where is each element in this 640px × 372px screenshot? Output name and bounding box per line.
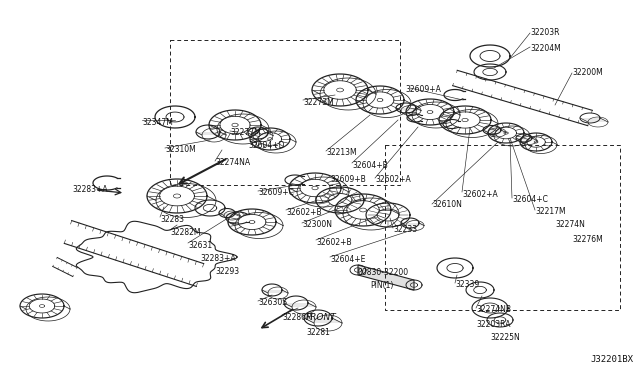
Text: 32283+A: 32283+A [72,185,108,194]
Text: 32225N: 32225N [490,333,520,342]
Text: 32602+A: 32602+A [375,175,411,184]
Text: 32203RA: 32203RA [476,320,511,329]
Text: 32273M: 32273M [303,98,333,107]
Text: 32282M: 32282M [170,228,200,237]
Text: 32213M: 32213M [326,148,356,157]
Text: 32281: 32281 [306,328,330,337]
Text: 32602+B: 32602+B [286,208,322,217]
Polygon shape [358,265,414,290]
Text: 32347M: 32347M [142,118,173,127]
Text: 32293: 32293 [215,267,239,276]
Text: 32203R: 32203R [530,28,559,37]
Text: 00830-32200: 00830-32200 [358,268,409,277]
Polygon shape [219,213,240,215]
Polygon shape [580,118,608,122]
Text: 32233: 32233 [393,225,417,234]
Polygon shape [196,132,226,135]
Text: 32602+B: 32602+B [316,238,351,247]
Text: 32276M: 32276M [572,235,603,244]
Text: 32609+A: 32609+A [405,85,441,94]
Text: 32604+C: 32604+C [512,195,548,204]
Polygon shape [262,290,288,293]
Text: 32609+B: 32609+B [330,175,365,184]
Text: 32286M: 32286M [282,313,312,322]
Text: 32283+A: 32283+A [200,254,236,263]
Text: 32631: 32631 [188,241,212,250]
Text: 32274NA: 32274NA [215,158,250,167]
Polygon shape [516,138,537,141]
Text: 32283: 32283 [160,215,184,224]
Text: 32630S: 32630S [258,298,287,307]
Text: 32217M: 32217M [535,207,566,216]
Text: 32277M: 32277M [230,128,260,137]
Text: 32300N: 32300N [302,220,332,229]
Text: 32609+C: 32609+C [258,188,294,197]
Polygon shape [248,133,273,135]
Polygon shape [401,223,424,225]
Polygon shape [483,130,506,132]
Text: J32201BX: J32201BX [590,355,633,364]
Text: 32204M: 32204M [530,44,561,53]
Text: 32274N: 32274N [555,220,585,229]
Text: 32200M: 32200M [572,68,603,77]
Text: 32274NB: 32274NB [476,305,511,314]
Text: 32604+B: 32604+B [352,161,388,170]
Text: 32339: 32339 [455,280,479,289]
Text: FRONT: FRONT [306,314,337,323]
Text: 32602+A: 32602+A [462,190,498,199]
Polygon shape [396,108,421,110]
Text: 32610N: 32610N [432,200,462,209]
Text: 32604+D: 32604+D [248,141,285,150]
Text: 32310M: 32310M [165,145,196,154]
Polygon shape [284,303,316,307]
Text: PIN(1): PIN(1) [370,281,394,290]
Polygon shape [304,318,342,323]
Text: 32604+E: 32604+E [330,255,365,264]
